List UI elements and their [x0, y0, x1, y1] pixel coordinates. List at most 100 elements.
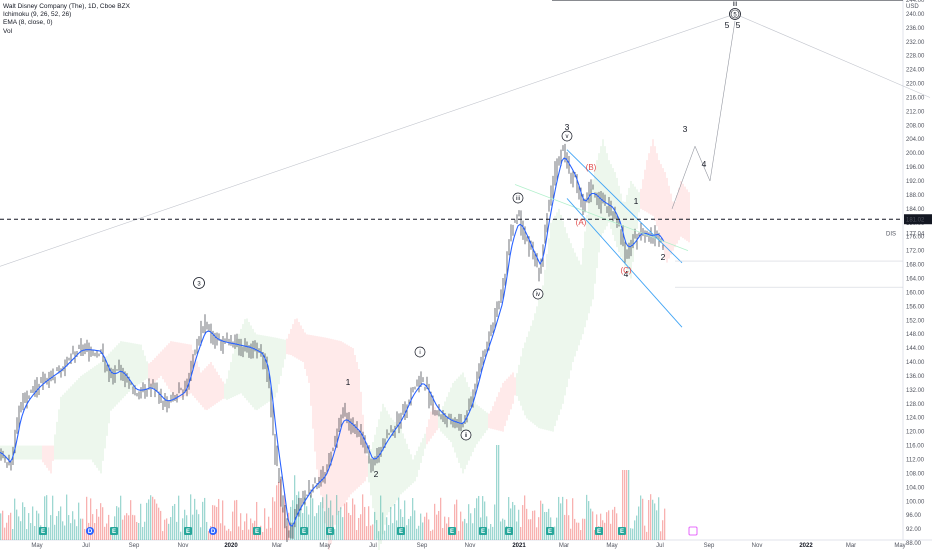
inner-circle: [730, 9, 740, 19]
volume-bar: [78, 502, 80, 540]
cloud-segment: [84, 373, 86, 460]
cloud-segment: [164, 347, 166, 383]
legend-volume: Vol: [3, 27, 13, 35]
cloud-segment: [302, 328, 304, 363]
circled-wave-label: 3: [193, 277, 205, 289]
y-tick-label: 92.00: [906, 527, 922, 533]
price-label-text: 181.02: [906, 218, 925, 224]
volume-bar: [658, 497, 660, 540]
cloud-segment: [130, 342, 132, 390]
cloud-segment: [660, 164, 662, 237]
cloud-segment: [42, 445, 44, 463]
cloud-segment: [612, 168, 614, 235]
cloud-segment: [630, 181, 632, 279]
volume-bar: [338, 510, 340, 540]
volume-bar: [554, 526, 556, 540]
cloud-segment: [98, 363, 100, 471]
cloud-segment: [488, 413, 490, 429]
earnings-badge: [448, 527, 456, 535]
cloud-segment: [110, 351, 112, 411]
volume-bar: [516, 521, 518, 540]
event-badge: E: [505, 527, 513, 535]
volume-bar: [494, 504, 496, 540]
volume-bar: [612, 509, 614, 540]
y-tick-label: 184.00: [906, 207, 925, 213]
cloud-segment: [570, 243, 572, 371]
cloud-segment: [392, 419, 394, 507]
cloud-segment: [236, 338, 238, 396]
cloud-segment: [306, 334, 308, 376]
cloud-segment: [166, 345, 168, 386]
cloud-segment: [578, 260, 580, 346]
cloud-segment: [376, 427, 378, 539]
event-badge: E: [300, 527, 308, 535]
cloud-segment: [582, 248, 584, 335]
volume-bar: [418, 525, 420, 540]
cloud-segment: [8, 445, 10, 460]
cloud-segment: [312, 335, 314, 429]
cloud-segment: [78, 378, 80, 460]
cloud-segment: [320, 336, 322, 496]
cloud-segment: [572, 248, 574, 363]
cloud-segment: [556, 212, 558, 421]
volume-bar: [610, 523, 612, 540]
roman-circle: [561, 130, 573, 142]
y-tick-label: 160.00: [906, 290, 925, 296]
volume-bar: [240, 513, 242, 540]
event-badge: D: [86, 527, 94, 535]
x-tick-label: Mar: [559, 543, 569, 549]
volume-bar: [140, 503, 142, 540]
volume-bar: [216, 506, 218, 540]
cloud-segment: [616, 177, 618, 248]
earnings-badge: [253, 527, 261, 535]
volume-bar: [106, 523, 108, 540]
cloud-segment: [28, 445, 30, 460]
roman-circle: [512, 192, 524, 204]
volume-bar: [166, 518, 168, 540]
roman-circle: [532, 288, 544, 300]
legend-symbol: Walt Disney Company (The), 1D, Cboe BZX: [3, 3, 130, 10]
volume-bar: [398, 497, 400, 540]
volume-bar: [380, 495, 382, 540]
volume-bar: [60, 506, 62, 540]
cloud-segment: [6, 445, 8, 460]
cloud-segment: [650, 146, 652, 215]
volume-bar: [116, 506, 118, 540]
cloud-segment: [394, 421, 396, 504]
cloud-segment: [500, 387, 502, 432]
event-badge: E: [618, 527, 626, 535]
volume-bar: [316, 513, 318, 540]
cloud-segment: [104, 357, 106, 449]
cloud-segment: [60, 396, 62, 460]
cloud-segment: [282, 339, 284, 368]
volume-bar: [142, 526, 144, 540]
wave-label: 1: [634, 196, 639, 206]
event-badge: E: [397, 527, 405, 535]
volume-bar: [640, 495, 642, 540]
cloud-segment: [192, 350, 194, 396]
wave-label: 2: [661, 252, 666, 262]
volume-bar: [510, 508, 512, 540]
volume-bar: [174, 503, 176, 540]
earnings-badge: [595, 527, 603, 535]
cloud-segment: [604, 146, 606, 230]
roman-text: iii: [516, 196, 520, 202]
cloud-segment: [48, 445, 50, 471]
volume-bar: [532, 510, 534, 540]
wave-label-b: (B): [586, 163, 597, 172]
cloud-segment: [512, 372, 514, 404]
cloud-segment: [298, 321, 300, 360]
cloud-segment: [362, 414, 364, 484]
cloud-segment: [142, 350, 144, 382]
volume-bar: [592, 511, 594, 540]
x-tick-label: Nov: [178, 543, 189, 549]
badge-label: E: [507, 529, 511, 535]
cloud-segment: [676, 194, 678, 244]
y-tick-label: 176.00: [906, 235, 925, 241]
volume-bar: [458, 530, 460, 540]
cloud-segment: [310, 335, 312, 406]
volume-bar: [318, 505, 320, 540]
y-tick-label: 208.00: [906, 123, 925, 129]
